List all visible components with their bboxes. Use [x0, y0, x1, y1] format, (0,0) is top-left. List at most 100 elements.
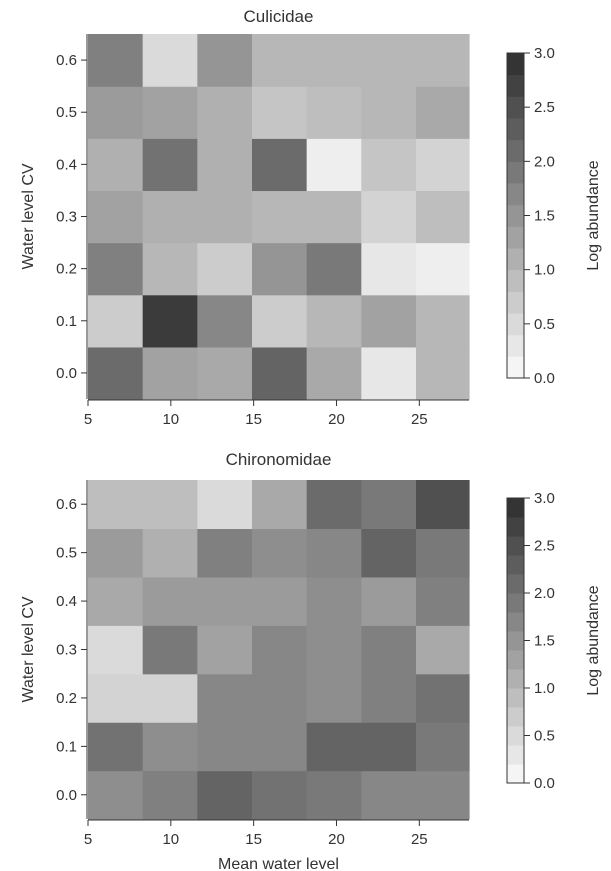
colorbar-band: [507, 139, 524, 162]
heatmap-cell: [88, 34, 144, 87]
heatmap-cell: [306, 528, 362, 578]
colorbar-band: [507, 707, 524, 727]
heatmap-cell: [197, 242, 253, 296]
heatmap-cell: [88, 770, 144, 820]
heatmap-cell: [88, 576, 144, 626]
colorbar-tick-label: 1.0: [534, 262, 555, 279]
heatmap-cell: [306, 722, 362, 772]
colorbar-band: [507, 745, 524, 765]
y-tick-label: 0.1: [56, 738, 77, 755]
x-tick-label: 5: [84, 831, 92, 848]
colorbar-tick-label: 0.0: [534, 775, 555, 792]
heatmap-cell: [361, 576, 417, 626]
colorbar-label: Log abundance: [585, 585, 602, 695]
heatmap-cell: [306, 34, 362, 87]
heatmap-cell: [142, 770, 198, 820]
heatmap-cell: [361, 770, 417, 820]
heatmap-cell: [306, 346, 362, 400]
heatmap-cell: [415, 770, 470, 820]
heatmap-panel-2: Chironomidae 0.0 0.1 0.2 0.3 0.4 0.5 0.6 5 10 15 20…: [20, 450, 602, 871]
heatmap-cell: [197, 770, 253, 820]
heatmap-cell: [415, 576, 470, 626]
y-tick-label: 0.6: [56, 52, 77, 69]
heatmap-cell: [361, 242, 417, 296]
colorbar-tick-label: 1.5: [534, 208, 555, 225]
colorbar-band: [507, 204, 524, 227]
heatmap-cell: [88, 294, 144, 348]
heatmap-cell: [415, 673, 470, 723]
chart-title: Culicidae: [244, 7, 314, 26]
heatmap-cell: [415, 294, 470, 348]
heatmap-cell: [197, 673, 253, 723]
colorbar-band: [507, 726, 524, 746]
x-tick-label: 10: [162, 411, 179, 428]
colorbar-tick-label: 0.5: [534, 728, 555, 745]
colorbar-tick-label: 1.5: [534, 633, 555, 650]
y-axis-label: Water level CV: [20, 596, 37, 702]
colorbar-band: [507, 248, 524, 271]
heatmap-cell: [251, 86, 308, 139]
heatmap-cell: [415, 34, 470, 87]
colorbar-band: [507, 291, 524, 314]
colorbar-band: [507, 269, 524, 292]
heatmap-cell: [306, 190, 362, 244]
colorbar-band: [507, 536, 524, 556]
heatmap-cell: [306, 576, 362, 626]
colorbar-band: [507, 631, 524, 651]
heatmap-cell: [361, 722, 417, 772]
colorbar-band: [507, 96, 524, 119]
heatmap-cell: [251, 576, 308, 626]
colorbar-band: [507, 764, 524, 784]
heatmap-cell: [197, 34, 253, 87]
x-tick-label: 15: [245, 831, 262, 848]
heatmap-cell: [361, 625, 417, 675]
heatmap-cell: [142, 86, 198, 139]
heatmap-cell: [88, 86, 144, 139]
heatmap-cell: [415, 528, 470, 578]
heatmap-cell: [251, 770, 308, 820]
heatmap-cell: [197, 480, 253, 530]
heatmap-cell: [88, 722, 144, 772]
heatmap-cell: [251, 346, 308, 400]
heatmap-cell: [142, 34, 198, 87]
heatmap-cell: [197, 528, 253, 578]
heatmap-cell: [415, 242, 470, 296]
heatmap-cell: [197, 138, 253, 192]
colorbar-band: [507, 226, 524, 249]
colorbar-band: [507, 74, 524, 97]
heatmap-cell: [306, 673, 362, 723]
heatmap-cell: [142, 138, 198, 192]
colorbar: 0.0 0.5 1.0 1.5 2.0 2.5 3.0 Log abundance: [506, 490, 602, 792]
x-tick-label: 20: [328, 411, 345, 428]
heatmap-cell: [361, 34, 417, 87]
colorbar-band: [507, 688, 524, 708]
heatmap-cell: [415, 625, 470, 675]
x-tick-label: 20: [328, 831, 345, 848]
colorbar-band: [507, 183, 524, 206]
y-tick-label: 0.4: [56, 156, 77, 173]
chart-title: Chironomidae: [226, 450, 332, 469]
y-tick-label: 0.5: [56, 104, 77, 121]
heatmap-cell: [197, 86, 253, 139]
heatmap-cell: [88, 242, 144, 296]
colorbar-band: [507, 593, 524, 613]
x-tick-label: 25: [411, 831, 428, 848]
heatmap-cell: [361, 673, 417, 723]
heatmap-cell: [142, 242, 198, 296]
colorbar-tick-label: 3.0: [534, 45, 555, 62]
colorbar-tick-label: 2.0: [534, 153, 555, 170]
colorbar-band: [507, 574, 524, 594]
y-tick-label: 0.2: [56, 690, 77, 707]
colorbar-label: Log abundance: [585, 160, 602, 270]
y-tick-label: 0.0: [56, 787, 77, 804]
heatmap-cell: [142, 480, 198, 530]
colorbar-tick-label: 2.5: [534, 538, 555, 555]
y-tick-label: 0.3: [56, 209, 77, 226]
colorbar-band: [507, 555, 524, 575]
colorbar-band: [507, 356, 524, 379]
heatmap-cell: [142, 190, 198, 244]
heatmap-cell: [251, 242, 308, 296]
colorbar-band: [507, 650, 524, 670]
y-axis-label: Water level CV: [20, 163, 37, 269]
